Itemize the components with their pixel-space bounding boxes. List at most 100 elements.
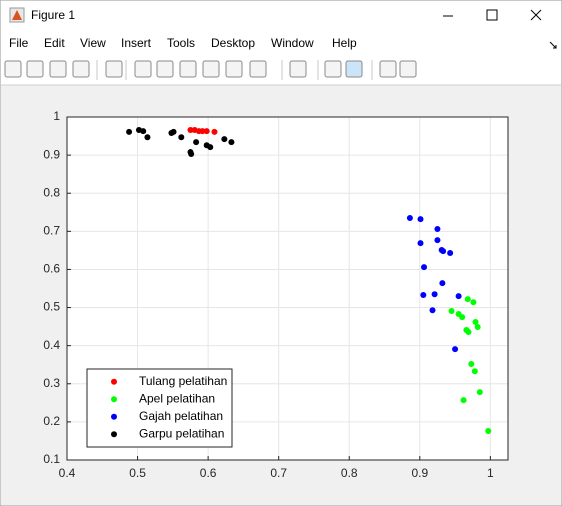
scatter-point <box>199 128 206 135</box>
legend-marker <box>111 431 117 438</box>
y-tick-label: 0.6 <box>43 262 60 276</box>
scatter-point <box>452 346 459 353</box>
x-tick-label: 0.9 <box>411 466 428 480</box>
toolbar-button[interactable] <box>249 60 267 78</box>
y-tick-label: 0.8 <box>43 185 60 199</box>
legend-label: Apel pelatihan <box>139 391 215 405</box>
scatter-point <box>178 134 185 141</box>
toolbar-button[interactable] <box>134 60 152 78</box>
scatter-point <box>126 128 133 135</box>
toolbar-button[interactable] <box>324 60 342 78</box>
scatter-point <box>420 291 427 298</box>
scatter-point <box>434 226 441 233</box>
scatter-point <box>465 328 472 335</box>
menu-item[interactable]: View <box>80 36 106 50</box>
x-tick-label: 0.6 <box>200 466 217 480</box>
y-tick-label: 1 <box>53 109 60 123</box>
scatter-point <box>211 128 218 135</box>
scatter-point <box>187 126 194 133</box>
scatter-point <box>140 128 147 135</box>
maximize-button[interactable] <box>486 9 498 21</box>
toolbar-button[interactable] <box>345 60 363 78</box>
scatter-point <box>429 307 436 314</box>
toolbar-button[interactable] <box>399 60 417 78</box>
scatter-point <box>221 136 228 143</box>
scatter-point <box>470 299 477 306</box>
y-tick-label: 0.7 <box>43 224 60 238</box>
legend-label: Tulang pelatihan <box>139 374 227 388</box>
legend-label: Gajah pelatihan <box>139 409 223 423</box>
toolbar-icons <box>4 60 417 80</box>
scatter-point <box>474 323 481 330</box>
legend-label: Garpu pelatihan <box>139 426 224 440</box>
toolbar-button[interactable] <box>49 60 67 78</box>
scatter-point <box>464 296 471 303</box>
scatter-point <box>460 397 467 404</box>
scatter-point <box>193 139 200 146</box>
toolbar-button[interactable] <box>26 60 44 78</box>
dock-arrow[interactable] <box>549 41 557 49</box>
toolbar-button[interactable] <box>156 60 174 78</box>
scatter-point <box>188 150 195 157</box>
y-tick-label: 0.1 <box>43 452 60 466</box>
scatter-point <box>170 128 177 135</box>
scatter-point <box>447 250 454 257</box>
scatter-point <box>439 280 446 287</box>
toolbar <box>1 55 561 85</box>
scatter-point <box>207 144 214 151</box>
toolbar-button[interactable] <box>179 60 197 78</box>
scatter-point <box>417 216 424 223</box>
scatter-point <box>406 214 413 221</box>
y-tick-label: 0.9 <box>43 147 60 161</box>
toolbar-button[interactable] <box>202 60 220 78</box>
scatter-point <box>448 307 455 314</box>
menu-item[interactable]: Tools <box>167 36 195 50</box>
scatter-point <box>468 360 475 367</box>
toolbar-button[interactable] <box>379 60 397 78</box>
scatter-point <box>471 368 478 375</box>
scatter-point <box>203 128 210 135</box>
title-bar <box>1 1 561 31</box>
x-tick-label: 1 <box>487 466 494 480</box>
menu-item[interactable]: Edit <box>44 36 65 50</box>
axes-box <box>66 116 509 461</box>
menu-item[interactable]: Desktop <box>211 36 255 50</box>
toolbar-button[interactable] <box>105 60 123 78</box>
window-title: Figure 1 <box>31 8 75 22</box>
plot-group: 0.4 0.5 0.6 0.7 0.8 0.9 1 0.1 0.2 0.3 0.4 0.5 0.6 0.7… <box>43 109 509 480</box>
close-button[interactable] <box>530 9 542 21</box>
x-tick-label: 0.8 <box>341 466 358 480</box>
scatter-point <box>455 293 462 300</box>
scatter-point <box>421 264 428 271</box>
y-tick-label: 0.2 <box>43 414 60 428</box>
toolbar-button[interactable] <box>4 60 22 78</box>
scatter-point <box>417 240 424 247</box>
menu-item[interactable]: Help <box>332 36 357 50</box>
x-tick-label: 0.4 <box>59 466 76 480</box>
menu-group: File Edit View Insert Tools Desktop Window Help <box>9 36 357 50</box>
legend-marker <box>111 378 117 385</box>
scatter-point <box>228 139 235 146</box>
scatter-point <box>476 389 483 396</box>
legend-marker <box>111 413 117 420</box>
toolbar-button[interactable] <box>289 60 307 78</box>
toolbar-button[interactable] <box>72 60 90 78</box>
x-tick-label: 0.5 <box>129 466 146 480</box>
app-icon-shape <box>12 10 22 20</box>
y-tick-label: 0.5 <box>43 300 60 314</box>
legend-marker <box>111 396 117 403</box>
menu-item[interactable]: Window <box>271 36 314 50</box>
scatter-point <box>485 428 492 435</box>
scatter-point <box>459 314 466 321</box>
scatter-point <box>472 319 479 326</box>
y-tick-label: 0.4 <box>43 338 60 352</box>
scatter-point <box>434 237 441 244</box>
y-tick-label: 0.3 <box>43 376 60 390</box>
scatter-point <box>144 134 151 141</box>
menu-bar <box>1 31 561 55</box>
menu-item[interactable]: File <box>9 36 29 50</box>
scatter-point <box>440 248 447 255</box>
menu-item[interactable]: Insert <box>121 36 152 50</box>
toolbar-button[interactable] <box>225 60 243 78</box>
